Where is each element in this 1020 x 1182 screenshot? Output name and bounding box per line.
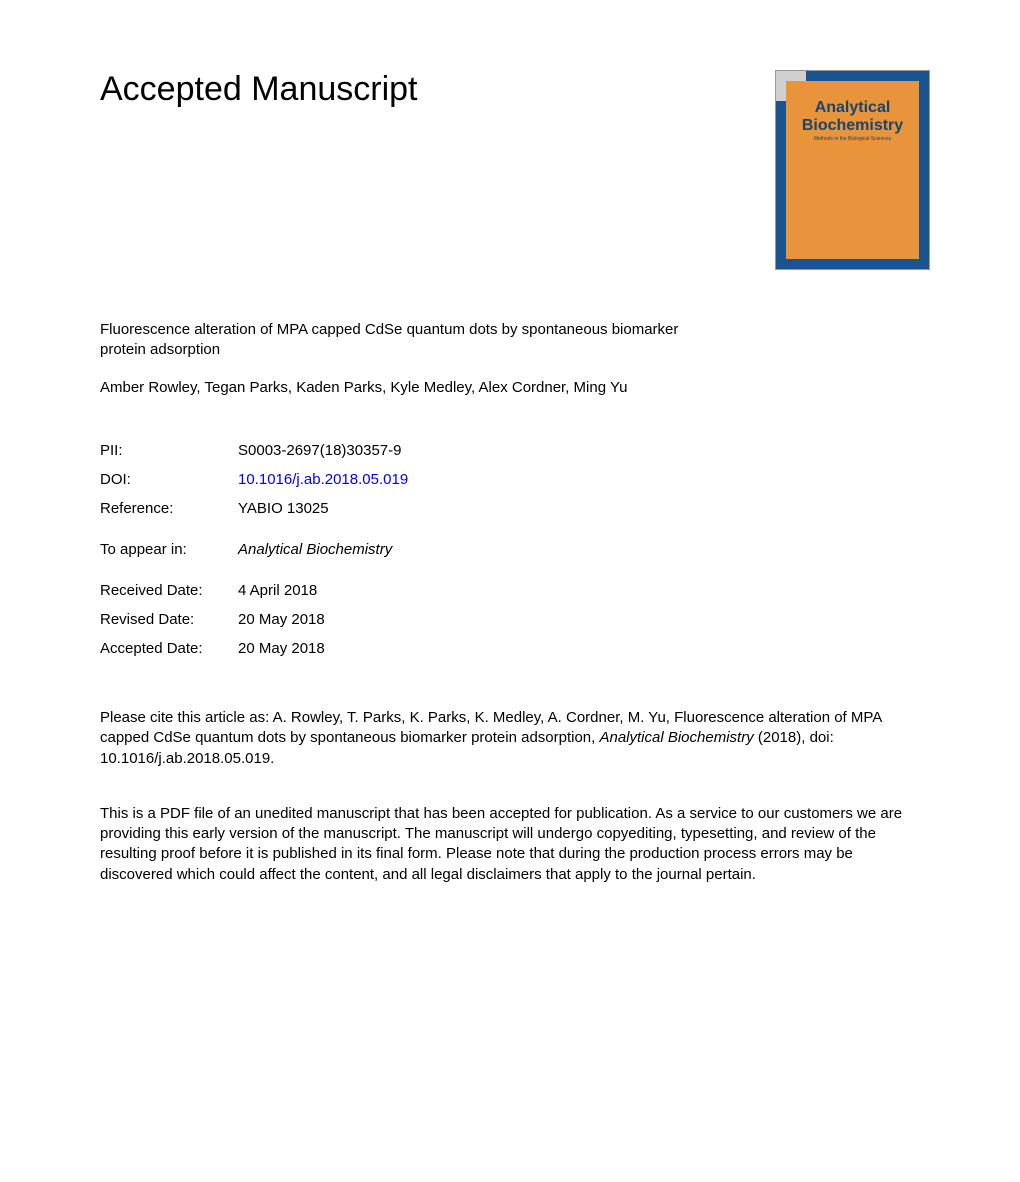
doi-link[interactable]: 10.1016/j.ab.2018.05.019 bbox=[238, 471, 408, 488]
pii-value: S0003-2697(18)30357-9 bbox=[238, 436, 408, 465]
received-value: 4 April 2018 bbox=[238, 576, 408, 605]
appear-value: Analytical Biochemistry bbox=[238, 535, 408, 564]
revised-label: Revised Date: bbox=[100, 605, 238, 634]
citation-journal: Analytical Biochemistry bbox=[599, 729, 753, 746]
pii-label: PII: bbox=[100, 436, 238, 465]
table-row bbox=[100, 523, 408, 535]
table-row: Revised Date: 20 May 2018 bbox=[100, 605, 408, 634]
article-title: Fluorescence alteration of MPA capped Cd… bbox=[100, 320, 690, 359]
journal-cover-subtitle: Methods in the Biological Sciences bbox=[814, 136, 891, 142]
table-row: Reference: YABIO 13025 bbox=[100, 494, 408, 523]
table-row: DOI: 10.1016/j.ab.2018.05.019 bbox=[100, 465, 408, 494]
appear-label: To appear in: bbox=[100, 535, 238, 564]
journal-cover-inner: Analytical Biochemistry Methods in the B… bbox=[786, 81, 919, 259]
received-label: Received Date: bbox=[100, 576, 238, 605]
journal-cover-name: Analytical Biochemistry bbox=[802, 99, 903, 134]
table-row bbox=[100, 564, 408, 576]
reference-value: YABIO 13025 bbox=[238, 494, 408, 523]
reference-label: Reference: bbox=[100, 494, 238, 523]
accepted-label: Accepted Date: bbox=[100, 634, 238, 663]
table-row: Received Date: 4 April 2018 bbox=[100, 576, 408, 605]
citation-block: Please cite this article as: A. Rowley, … bbox=[100, 708, 910, 769]
revised-value: 20 May 2018 bbox=[238, 605, 408, 634]
accepted-manuscript-heading: Accepted Manuscript bbox=[100, 70, 418, 109]
accepted-value: 20 May 2018 bbox=[238, 634, 408, 663]
doi-label: DOI: bbox=[100, 465, 238, 494]
table-row: PII: S0003-2697(18)30357-9 bbox=[100, 436, 408, 465]
table-row: To appear in: Analytical Biochemistry bbox=[100, 535, 408, 564]
disclaimer-text: This is a PDF file of an unedited manusc… bbox=[100, 804, 920, 885]
journal-cover: Analytical Biochemistry Methods in the B… bbox=[775, 70, 930, 270]
table-row: Accepted Date: 20 May 2018 bbox=[100, 634, 408, 663]
metadata-table: PII: S0003-2697(18)30357-9 DOI: 10.1016/… bbox=[100, 436, 408, 663]
authors-list: Amber Rowley, Tegan Parks, Kaden Parks, … bbox=[100, 379, 930, 396]
